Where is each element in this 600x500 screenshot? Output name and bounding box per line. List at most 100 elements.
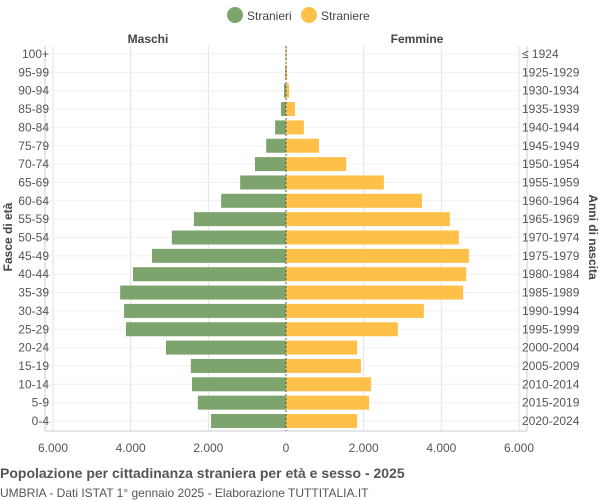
left-header: Maschi <box>128 32 169 46</box>
bar-male-45-49 <box>152 248 286 263</box>
bar-male-70-74 <box>254 157 286 172</box>
age-label: 5-9 <box>32 396 50 410</box>
age-label: 65-69 <box>18 175 49 189</box>
x-tick-label: 6.000 <box>504 441 534 455</box>
birth-year-label: 2010-2014 <box>522 377 580 391</box>
birth-year-label: 2000-2004 <box>522 341 580 355</box>
x-tick-label: 4.000 <box>116 441 146 455</box>
age-label: 95-99 <box>18 65 49 79</box>
birth-year-label: 2020-2024 <box>522 414 580 428</box>
birth-year-label: 1935-1939 <box>522 102 580 116</box>
bar-male-85-89 <box>280 102 286 117</box>
bar-male-80-84 <box>275 120 286 135</box>
birth-year-label: 1960-1964 <box>522 194 580 208</box>
bar-female-35-39 <box>286 285 464 300</box>
age-label: 25-29 <box>18 322 49 336</box>
chart-title: Popolazione per cittadinanza straniera p… <box>0 465 405 481</box>
bar-female-5-9 <box>286 395 370 410</box>
bar-male-0-4 <box>211 414 286 428</box>
bar-male-25-29 <box>126 322 286 337</box>
bar-female-15-19 <box>286 358 361 373</box>
bar-female-40-44 <box>286 267 467 282</box>
bar-male-65-69 <box>240 175 286 190</box>
x-tick-label: 2.000 <box>349 441 379 455</box>
age-label: 0-4 <box>32 414 50 428</box>
legend-label-straniere: Straniere <box>321 9 370 23</box>
birth-year-label: 1930-1934 <box>522 84 580 98</box>
age-label: 15-19 <box>18 359 49 373</box>
birth-year-label: 2015-2019 <box>522 396 580 410</box>
age-label: 35-39 <box>18 286 49 300</box>
y-axis-title-left: Fasce di età <box>1 202 15 271</box>
birth-year-label: 1980-1984 <box>522 267 580 281</box>
bar-male-95-99 <box>285 65 286 80</box>
bar-male-40-44 <box>132 267 286 282</box>
bar-female-95-99 <box>286 65 288 80</box>
birth-year-label: 1970-1974 <box>522 231 580 245</box>
bar-female-20-24 <box>286 340 358 355</box>
legend-label-stranieri: Stranieri <box>247 9 292 23</box>
bar-male-55-59 <box>193 212 286 227</box>
y-axis-title-right: Anni di nascita <box>586 194 600 280</box>
bar-female-60-64 <box>286 193 422 208</box>
bar-female-55-59 <box>286 212 450 227</box>
age-label: 90-94 <box>18 84 49 98</box>
age-label: 20-24 <box>18 341 49 355</box>
x-tick-label: 0 <box>283 441 290 455</box>
legend-marker-stranieri <box>227 7 243 23</box>
bar-female-90-94 <box>286 83 290 98</box>
bar-female-0-4 <box>286 414 358 428</box>
bar-female-65-69 <box>286 175 384 190</box>
age-label: 10-14 <box>18 377 49 391</box>
bar-male-20-24 <box>166 340 286 355</box>
bar-male-60-64 <box>221 193 286 208</box>
legend-marker-straniere <box>301 7 317 23</box>
birth-year-label: 2005-2009 <box>522 359 580 373</box>
bar-female-80-84 <box>286 120 304 135</box>
birth-year-label: ≤ 1924 <box>522 47 559 61</box>
bar-female-75-79 <box>286 138 320 153</box>
birth-year-label: 1995-1999 <box>522 322 580 336</box>
age-label: 80-84 <box>18 120 49 134</box>
bar-female-50-54 <box>286 230 459 245</box>
chart-subtitle: UMBRIA - Dati ISTAT 1° gennaio 2025 - El… <box>0 486 369 500</box>
age-label: 75-79 <box>18 139 49 153</box>
x-tick-label: 2.000 <box>193 441 223 455</box>
bar-female-30-34 <box>286 303 424 318</box>
bar-male-75-79 <box>266 138 286 153</box>
bar-male-5-9 <box>197 395 286 410</box>
age-label: 70-74 <box>18 157 49 171</box>
age-label: 85-89 <box>18 102 49 116</box>
bar-male-50-54 <box>171 230 286 245</box>
age-label: 60-64 <box>18 194 49 208</box>
x-tick-label: 6.000 <box>38 441 68 455</box>
age-label: 100+ <box>22 47 49 61</box>
birth-year-label: 1955-1959 <box>522 175 580 189</box>
x-tick-label: 4.000 <box>426 441 456 455</box>
birth-year-label: 1985-1989 <box>522 286 580 300</box>
age-label: 55-59 <box>18 212 49 226</box>
right-header: Femmine <box>391 32 444 46</box>
bar-male-90-94 <box>284 83 286 98</box>
bar-female-45-49 <box>286 248 469 263</box>
birth-year-label: 1950-1954 <box>522 157 580 171</box>
bar-female-70-74 <box>286 157 347 172</box>
bar-female-25-29 <box>286 322 398 337</box>
birth-year-label: 1925-1929 <box>522 65 580 79</box>
birth-year-label: 1940-1944 <box>522 120 580 134</box>
age-label: 40-44 <box>18 267 49 281</box>
bar-male-10-14 <box>192 377 286 392</box>
bar-male-30-34 <box>124 303 286 318</box>
age-label: 45-49 <box>18 249 49 263</box>
bar-male-35-39 <box>120 285 286 300</box>
bar-female-85-89 <box>286 102 295 117</box>
birth-year-label: 1990-1994 <box>522 304 580 318</box>
birth-year-label: 1945-1949 <box>522 139 580 153</box>
birth-year-label: 1975-1979 <box>522 249 580 263</box>
birth-year-label: 1965-1969 <box>522 212 580 226</box>
age-label: 30-34 <box>18 304 49 318</box>
bar-male-15-19 <box>190 358 286 373</box>
bar-female-10-14 <box>286 377 372 392</box>
